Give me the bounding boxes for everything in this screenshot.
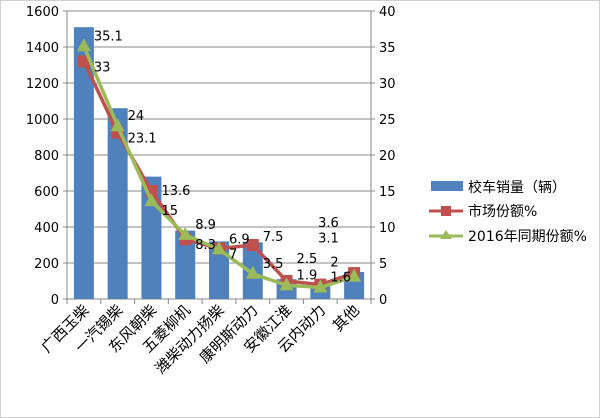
marker-triangle bbox=[313, 279, 328, 293]
legend-label: 市场份额% bbox=[468, 203, 537, 220]
marker-triangle bbox=[245, 265, 260, 279]
y-left-tick-label: 200 bbox=[34, 257, 59, 272]
y-left-tick-label: 1000 bbox=[26, 113, 59, 128]
data-label: 7 bbox=[229, 248, 237, 263]
y-left-tick-label: 1200 bbox=[26, 77, 59, 92]
data-label: 13.6 bbox=[161, 184, 190, 199]
y-right-tick-label: 20 bbox=[379, 149, 396, 164]
marker-triangle bbox=[212, 241, 226, 255]
y-right-tick-label: 5 bbox=[379, 257, 387, 272]
y-left-tick-label: 800 bbox=[34, 149, 59, 164]
bar-3 bbox=[175, 230, 196, 299]
legend-label: 2016年同期份额% bbox=[468, 229, 587, 245]
legend-marker-square bbox=[441, 206, 451, 216]
y-right-tick-label: 10 bbox=[379, 221, 396, 236]
y-right-tick-label: 35 bbox=[379, 41, 396, 56]
data-label: 1.6 bbox=[330, 270, 351, 285]
marker-triangle bbox=[110, 118, 125, 132]
y-left-tick-label: 0 bbox=[51, 293, 59, 308]
data-label: 23.1 bbox=[128, 132, 157, 147]
y-right-tick-label: 40 bbox=[379, 5, 396, 20]
legend-label: 校车销量（辆） bbox=[468, 179, 566, 196]
marker-square bbox=[111, 126, 124, 139]
legend-marker-triangle bbox=[440, 230, 452, 239]
marker-triangle bbox=[144, 193, 159, 207]
y-left-tick-label: 1400 bbox=[26, 41, 59, 56]
y-left-tick-label: 400 bbox=[34, 221, 59, 236]
data-label: 2.5 bbox=[297, 252, 318, 267]
y-right-tick-label: 30 bbox=[379, 77, 396, 92]
data-label: 35.1 bbox=[94, 29, 123, 44]
data-label: 3.6 bbox=[318, 216, 339, 231]
data-label: 3.5 bbox=[263, 257, 284, 272]
data-label: 8.9 bbox=[195, 218, 216, 233]
data-label: 3.1 bbox=[318, 232, 339, 247]
bar-0 bbox=[73, 27, 94, 299]
bar-4 bbox=[209, 241, 229, 299]
data-label: 7.5 bbox=[263, 230, 284, 245]
y-left-tick-label: 1600 bbox=[26, 5, 59, 20]
category-label: 其他 bbox=[329, 301, 363, 335]
y-right-tick-label: 25 bbox=[379, 113, 396, 128]
marker-square bbox=[77, 55, 90, 68]
y-right-tick-label: 15 bbox=[379, 185, 396, 200]
data-label: 15 bbox=[161, 204, 178, 219]
data-label: 2 bbox=[330, 256, 338, 271]
y-right-tick-label: 0 bbox=[379, 293, 387, 308]
data-label: 6.9 bbox=[229, 232, 250, 247]
marker-square bbox=[246, 239, 259, 251]
marker-triangle bbox=[279, 277, 294, 291]
data-label: 33 bbox=[94, 60, 111, 75]
data-label: 24 bbox=[128, 109, 145, 124]
marker-triangle bbox=[347, 268, 362, 282]
marker-triangle bbox=[178, 226, 193, 240]
legend-swatch-bar bbox=[431, 181, 463, 191]
marker-triangle bbox=[76, 38, 91, 52]
bar-1 bbox=[107, 108, 128, 299]
data-label: 1.9 bbox=[297, 268, 318, 283]
y-left-tick-label: 600 bbox=[34, 185, 59, 200]
data-label: 8.3 bbox=[195, 238, 216, 253]
